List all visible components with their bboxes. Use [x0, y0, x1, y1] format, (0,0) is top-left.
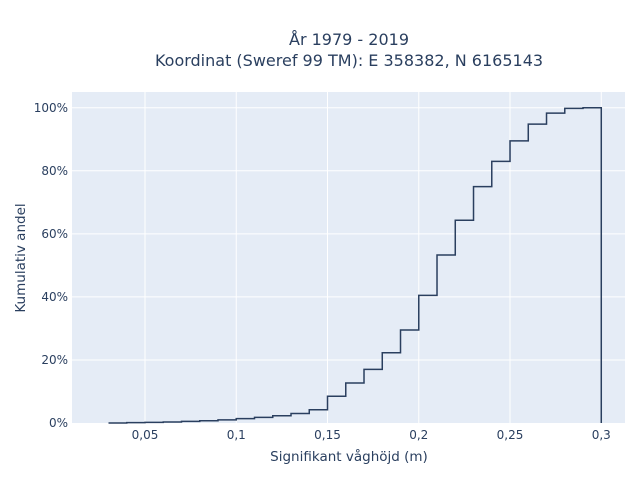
x-tick-label: 0,2 [409, 428, 428, 442]
y-tick-label: 40% [41, 290, 68, 304]
y-tick-label: 80% [41, 164, 68, 178]
x-axis-title: Signifikant våghöjd (m) [270, 448, 428, 465]
y-axis-ticks: 0% 20% 40% 60% 80% 100% [34, 101, 68, 430]
x-axis-ticks: 0,05 0,1 0,15 0,2 0,25 0,3 [132, 428, 611, 442]
y-tick-label: 60% [41, 227, 68, 241]
x-tick-label: 0,1 [227, 428, 246, 442]
y-tick-label: 0% [49, 416, 68, 430]
plot-background [72, 92, 625, 423]
cumulative-step-line [108, 107, 603, 424]
y-axis-title: Kumulativ andel [13, 203, 29, 312]
x-tick-label: 0,15 [314, 428, 341, 442]
chart-title-line-1: År 1979 - 2019 [289, 30, 409, 49]
x-tick-label: 0,05 [132, 428, 159, 442]
chart-title-line-2: Koordinat (Sweref 99 TM): E 358382, N 61… [155, 51, 543, 70]
x-tick-label: 0,25 [497, 428, 524, 442]
y-tick-label: 100% [34, 101, 68, 115]
y-tick-label: 20% [41, 353, 68, 367]
x-tick-label: 0,3 [592, 428, 611, 442]
